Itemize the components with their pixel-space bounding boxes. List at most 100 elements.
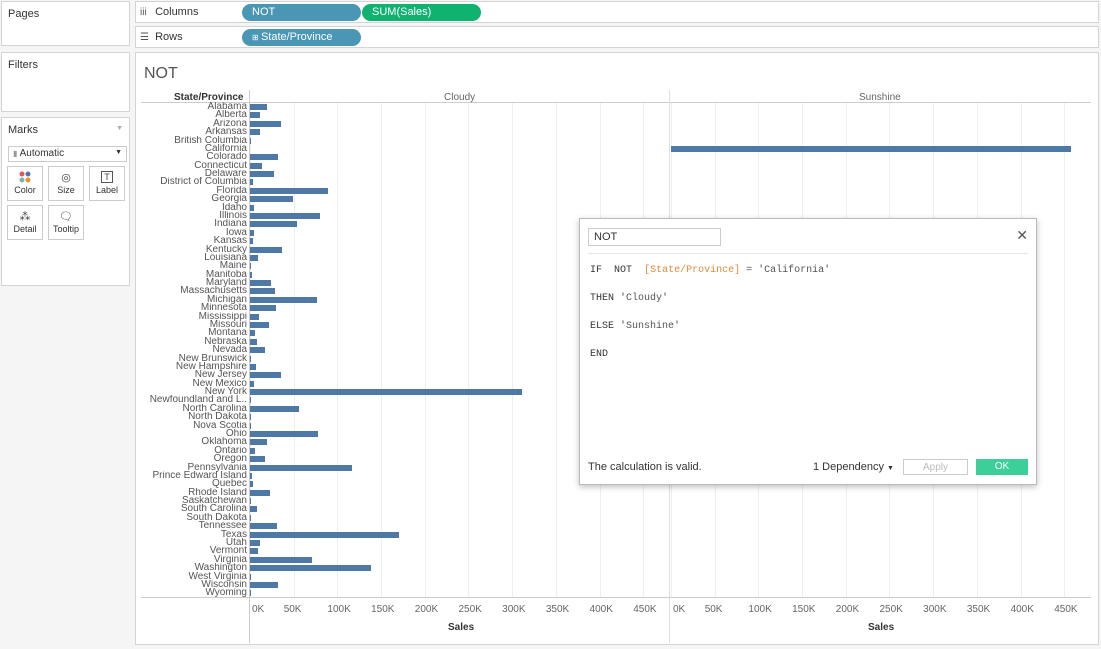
state-label[interactable]: Louisiana: [204, 252, 247, 263]
bar[interactable]: [250, 162, 262, 169]
state-label[interactable]: Missouri: [209, 320, 247, 330]
state-label[interactable]: Nova Scotia: [193, 420, 247, 431]
state-label[interactable]: British Columbia: [174, 135, 247, 146]
state-label[interactable]: Maine: [219, 261, 247, 272]
bar[interactable]: [250, 347, 265, 354]
state-label[interactable]: North Carolina: [182, 403, 247, 414]
state-label[interactable]: North Dakota: [188, 412, 247, 423]
calc-name-input[interactable]: NOT: [588, 228, 721, 246]
bar[interactable]: [250, 322, 270, 328]
bar[interactable]: [250, 355, 252, 362]
collapse-icon[interactable]: ▼: [116, 125, 123, 132]
not-pill[interactable]: NOT: [242, 4, 361, 21]
state-label[interactable]: Utah: [225, 538, 247, 549]
state-label[interactable]: Illinois: [219, 211, 247, 221]
bar[interactable]: [250, 581, 279, 588]
rows-shelf[interactable]: ☰ Rows ⊞ State/Province: [135, 26, 1099, 48]
bar[interactable]: [250, 313, 260, 320]
bar[interactable]: [250, 179, 253, 186]
bar[interactable]: [250, 296, 317, 303]
columns-shelf[interactable]: iii Columns NOT SUM(Sales): [135, 1, 1099, 23]
state-label[interactable]: California: [204, 143, 247, 154]
bar[interactable]: [250, 439, 268, 446]
bar[interactable]: [250, 540, 260, 547]
bar[interactable]: [250, 263, 252, 270]
ok-button[interactable]: OK: [976, 459, 1028, 475]
state-label[interactable]: Wisconsin: [201, 579, 247, 590]
tooltip-button[interactable]: 🗨 Tooltip: [48, 205, 84, 240]
bar[interactable]: [250, 506, 258, 513]
bar[interactable]: [250, 129, 261, 136]
state-label[interactable]: Saskatchewan: [181, 496, 247, 507]
bar[interactable]: [250, 338, 257, 345]
bar[interactable]: [250, 254, 259, 261]
bar[interactable]: [250, 330, 255, 337]
bar[interactable]: [250, 556, 312, 563]
bar[interactable]: [250, 498, 251, 505]
bar[interactable]: [250, 531, 399, 538]
state-label[interactable]: Kentucky: [205, 244, 247, 255]
bar[interactable]: [250, 221, 297, 228]
bar[interactable]: [250, 280, 271, 287]
bar[interactable]: [250, 573, 252, 580]
state-label[interactable]: Prince Edward Island: [152, 470, 248, 481]
bar[interactable]: [250, 154, 279, 161]
state-label[interactable]: Quebec: [211, 479, 247, 490]
state-label[interactable]: Alberta: [215, 110, 247, 121]
bar[interactable]: [250, 238, 253, 245]
bar[interactable]: [250, 523, 277, 530]
state-label[interactable]: Oklahoma: [201, 437, 247, 448]
state-label[interactable]: Iowa: [225, 227, 247, 238]
state-label[interactable]: Wyoming: [205, 588, 247, 599]
state-label[interactable]: Delaware: [204, 169, 247, 180]
bar[interactable]: [250, 456, 266, 463]
bar[interactable]: [250, 213, 321, 219]
bar[interactable]: [250, 363, 257, 370]
bar[interactable]: [250, 481, 254, 488]
state-label[interactable]: South Carolina: [180, 504, 247, 515]
bar[interactable]: [250, 305, 277, 312]
bar[interactable]: [250, 405, 299, 412]
bar[interactable]: [250, 489, 270, 496]
apply-button[interactable]: Apply: [903, 459, 968, 475]
bar[interactable]: [250, 271, 252, 278]
state-label[interactable]: Massachusetts: [180, 286, 247, 297]
dependency-dropdown[interactable]: 1 Dependency ▼: [813, 461, 894, 473]
bar[interactable]: [250, 120, 281, 127]
state-label[interactable]: Newfoundland and L..: [149, 395, 247, 406]
state-label[interactable]: New York: [204, 387, 247, 398]
state-label[interactable]: New Jersey: [194, 370, 247, 381]
bar[interactable]: [250, 565, 372, 572]
bar[interactable]: [250, 112, 260, 119]
bar[interactable]: [250, 389, 522, 396]
bar[interactable]: [250, 414, 251, 421]
bar[interactable]: [250, 372, 282, 379]
bar[interactable]: [250, 104, 268, 110]
state-label[interactable]: Ontario: [214, 445, 247, 456]
detail-button[interactable]: ⁂ Detail: [7, 205, 43, 240]
size-button[interactable]: ◎ Size: [48, 166, 84, 201]
bar[interactable]: [250, 422, 252, 429]
mark-type-dropdown[interactable]: ▮ Automatic ▼: [8, 146, 127, 162]
state-label[interactable]: Kansas: [213, 236, 247, 247]
bar[interactable]: [250, 472, 252, 479]
state-label[interactable]: District of Columbia: [160, 177, 247, 188]
state-label[interactable]: Manitoba: [205, 269, 247, 280]
state-label[interactable]: Maryland: [205, 278, 247, 289]
bar[interactable]: [250, 590, 252, 597]
color-button[interactable]: Color: [7, 166, 43, 201]
bar[interactable]: [250, 171, 274, 178]
state-label[interactable]: Oregon: [213, 454, 247, 465]
state-label[interactable]: West Virginia: [188, 571, 247, 582]
bar[interactable]: [250, 137, 252, 144]
bar[interactable]: [250, 431, 319, 437]
state-province-pill[interactable]: ⊞ State/Province: [242, 29, 361, 46]
state-label[interactable]: Colorado: [206, 152, 247, 163]
state-label[interactable]: Vermont: [209, 546, 247, 557]
state-label[interactable]: Nevada: [212, 345, 247, 356]
bar[interactable]: [250, 380, 255, 387]
state-label[interactable]: Mississippi: [198, 311, 247, 322]
state-label[interactable]: Arizona: [213, 118, 247, 129]
state-label[interactable]: Nebraska: [204, 336, 247, 347]
state-label[interactable]: South Dakota: [186, 512, 247, 523]
